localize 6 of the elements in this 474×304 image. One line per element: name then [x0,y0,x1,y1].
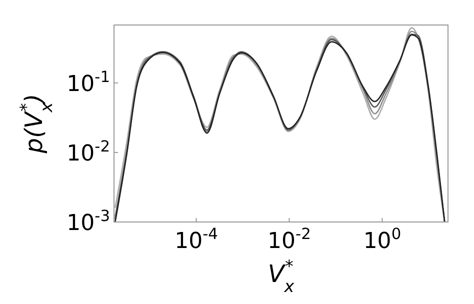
y-tick-label: 10$^{-3}$ [66,207,110,236]
x-tick-label: 10$^{-4}$ [174,225,218,254]
x-tick-label: 10$^{0}$ [363,225,402,254]
x-tick-label: 10$^{-2}$ [268,225,311,254]
y-tick-label: 10$^{-1}$ [66,68,110,97]
y-tick-label: 10$^{-2}$ [66,137,110,166]
